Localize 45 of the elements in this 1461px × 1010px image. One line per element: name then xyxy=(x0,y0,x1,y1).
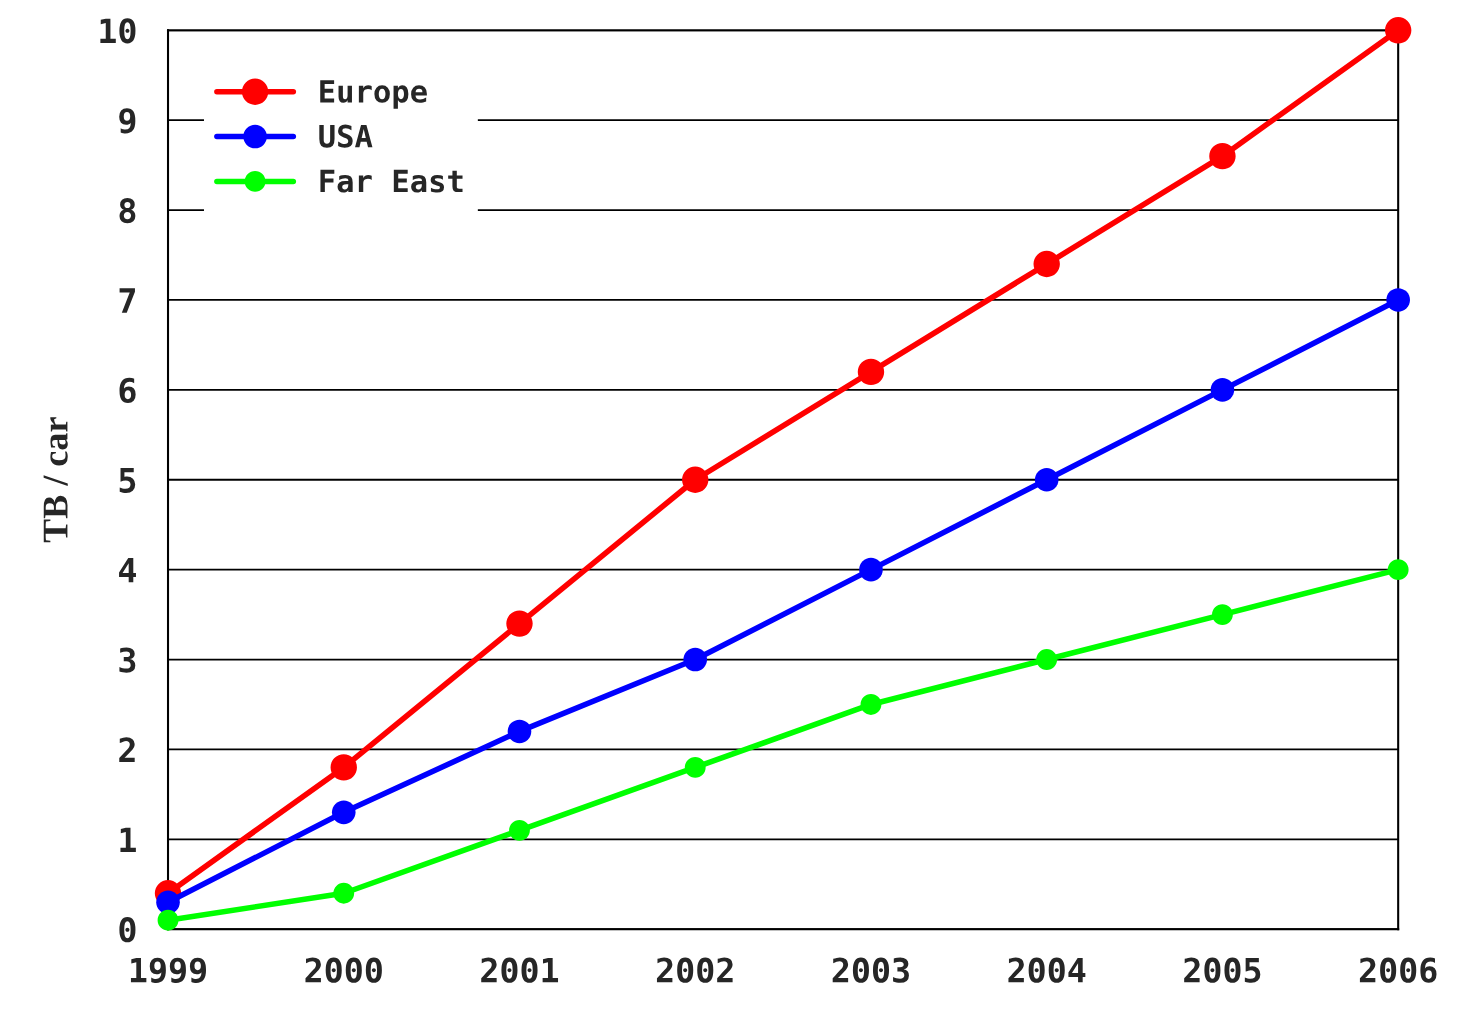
x-tick-label: 1999 xyxy=(130,957,207,983)
point xyxy=(1033,250,1060,278)
point xyxy=(330,754,357,781)
y-tick-label: 8 xyxy=(119,198,136,224)
point xyxy=(1386,288,1410,312)
y-tick-label: 1 xyxy=(120,827,136,852)
legend-label: Far East xyxy=(320,169,463,193)
point xyxy=(333,882,355,904)
point xyxy=(1210,378,1235,402)
point xyxy=(1384,17,1412,44)
point xyxy=(857,358,885,386)
legend-label: Europe xyxy=(320,80,427,109)
point xyxy=(683,647,708,672)
legend-label: USA xyxy=(319,124,373,148)
x-tick-label: 2000 xyxy=(305,957,382,983)
point xyxy=(1212,604,1233,625)
y-tick-label: 9 xyxy=(119,108,136,134)
point xyxy=(684,756,706,778)
y-tick-label: 6 xyxy=(119,377,136,404)
y-tick-label: 0 xyxy=(119,917,136,943)
y-tick-label: 5 xyxy=(119,468,136,493)
x-tick-label: 2006 xyxy=(1359,957,1437,983)
y-tick-label: 10 xyxy=(100,18,136,44)
point xyxy=(682,466,709,493)
x-tick-label: 2002 xyxy=(656,957,733,983)
y-tick-label: 7 xyxy=(119,288,135,313)
x-tick-label: 2005 xyxy=(1184,957,1261,983)
point xyxy=(509,819,530,841)
x-tick-label: 2004 xyxy=(1008,957,1086,983)
y-tick-label: 4 xyxy=(119,558,136,583)
x-tick-label: 2001 xyxy=(481,957,559,983)
point xyxy=(1036,649,1058,670)
point xyxy=(1387,559,1409,581)
point xyxy=(860,694,882,715)
y-tick-label: 2 xyxy=(119,737,135,763)
y-axis-title: TB / car xyxy=(43,417,68,543)
point xyxy=(859,557,883,582)
point xyxy=(157,909,179,931)
point xyxy=(507,719,532,744)
x-tick-label: 2003 xyxy=(832,957,909,983)
y-tick-label: 3 xyxy=(119,647,136,673)
point xyxy=(1034,467,1059,492)
point xyxy=(331,800,356,825)
point xyxy=(1209,142,1236,170)
point xyxy=(506,610,533,637)
